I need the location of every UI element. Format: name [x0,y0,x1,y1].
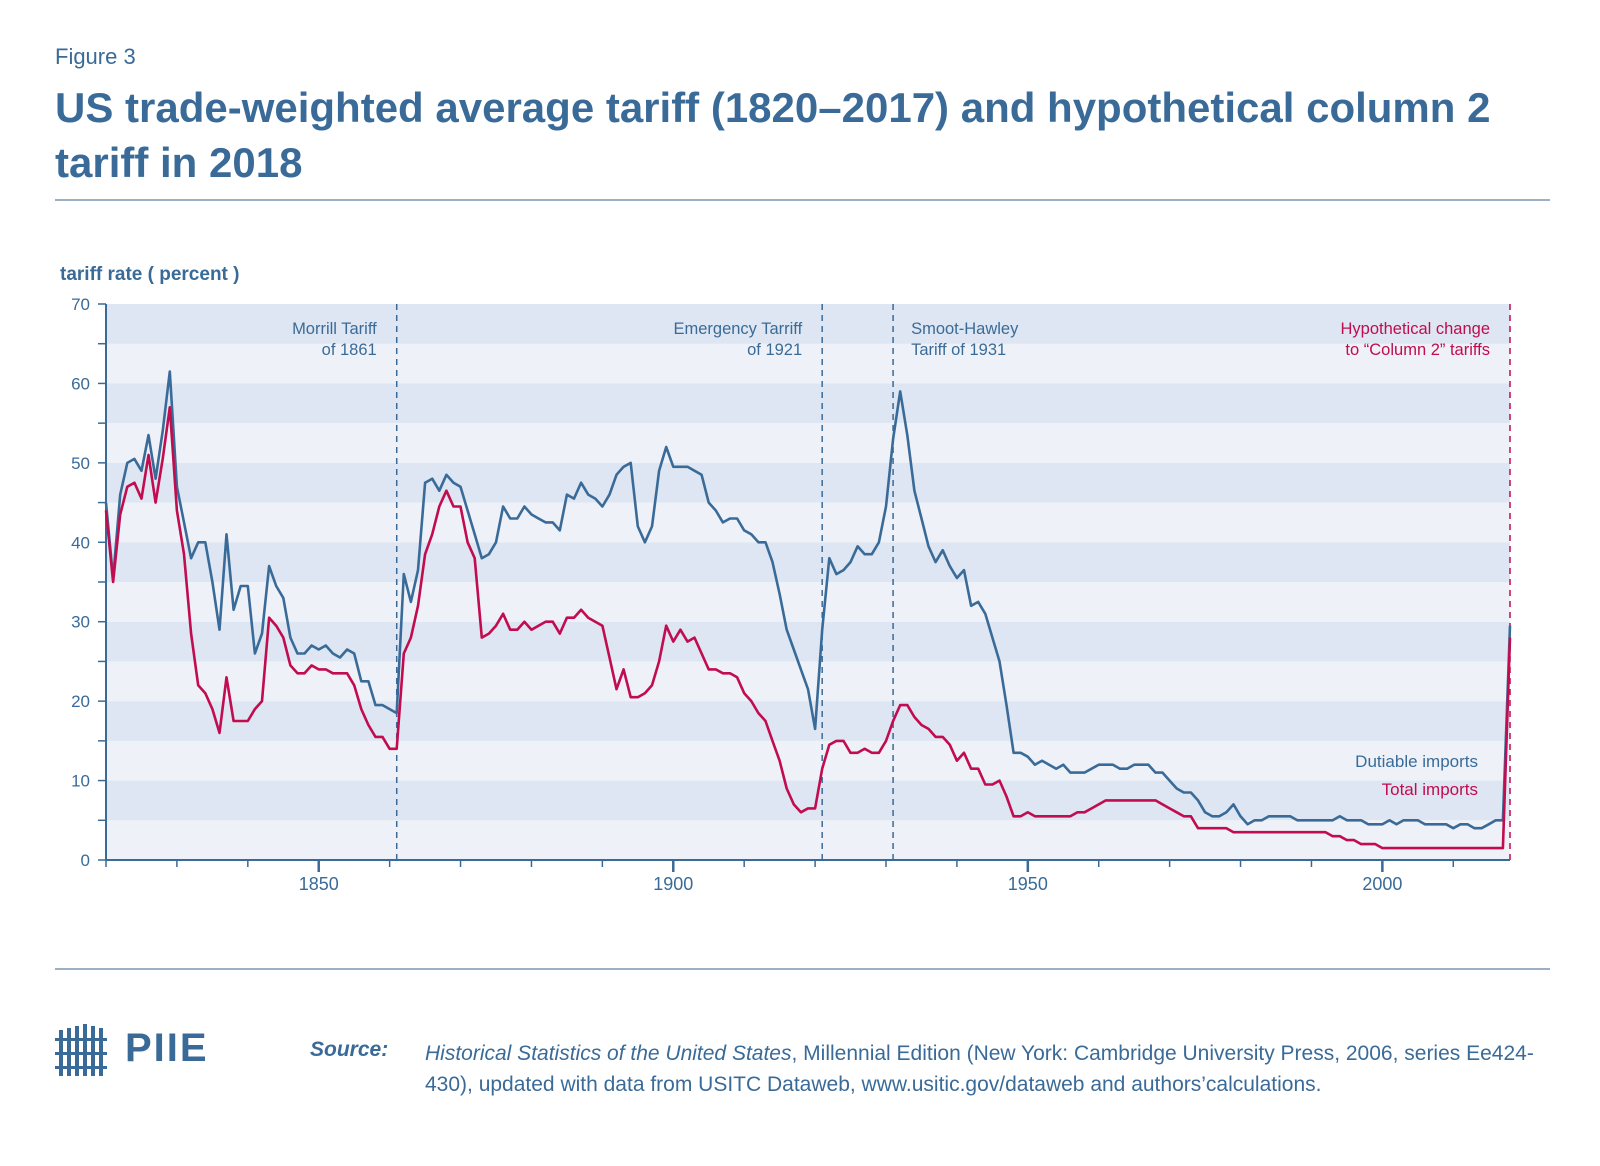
background-bands [106,304,1510,860]
bottom-divider [55,968,1550,970]
grid-band [106,502,1510,543]
y-tick-label: 30 [71,613,90,632]
piie-logo: PIIE [55,1022,225,1082]
building-grid-logo-icon [55,1024,107,1076]
annotation-text: of 1861 [322,341,377,359]
grid-band [106,582,1510,622]
y-tick-label: 40 [71,533,90,552]
top-divider [55,199,1550,201]
grid-band [106,383,1510,424]
y-tick-label: 60 [71,374,90,393]
grid-band [106,462,1510,503]
legend: Dutiable imports Total imports [1355,752,1478,799]
grid-band [106,304,1510,344]
annotation-text: Hypothetical change [1340,320,1490,338]
grid-band [106,542,1510,582]
x-tick-label: 1850 [299,874,339,894]
annotation-text: Morrill Tariff [292,320,377,338]
x-tick-label: 1900 [653,874,693,894]
series-line-dutiable-imports [104,370,1512,830]
logo-text: PIIE [125,1026,209,1070]
series-lines [104,370,1512,850]
x-tick-label: 2000 [1362,874,1402,894]
grid-band [106,621,1510,662]
legend-item: Dutiable imports [1355,752,1478,771]
figure-label: Figure 3 [55,44,136,69]
grid-band [106,701,1510,741]
grid-band [106,423,1510,463]
y-tick-label: 10 [71,772,90,791]
annotation-text: Emergency Tarriff [673,320,802,338]
annotation-text: Smoot-Hawley [911,320,1019,338]
y-axis-label: tariff rate ( percent ) [60,264,240,285]
series-line-total-imports [104,406,1512,850]
source-title: Historical Statistics of the United Stat… [425,1042,792,1065]
grid-band [106,820,1510,860]
annotation-text: to “Column 2” tariffs [1345,341,1490,359]
y-tick-label: 20 [71,692,90,711]
y-tick-label: 50 [71,454,90,473]
grid-band [106,343,1510,384]
grid-band [106,740,1510,781]
annotations: Morrill Tariff of 1861 Emergency Tarriff of… [292,320,1490,359]
axes: 0 10 20 30 40 50 60 70 1850 1900 1950 2000 [71,295,1510,894]
grid-band [106,780,1510,821]
y-tick-label: 70 [71,295,90,314]
x-tick-label: 1950 [1008,874,1048,894]
y-tick-label: 0 [81,851,90,870]
source-details: , Millennial Edition (New York: Cambridg… [425,1042,1534,1096]
tariff-line-chart: 0 10 20 30 40 50 60 70 1850 1900 1950 2000 Morrill … [71,295,1512,894]
source-text: Historical Statistics of the United Stat… [425,1038,1535,1100]
annotation-text: of 1921 [747,341,802,359]
chart-title: US trade-weighted average tariff (1820–2… [55,84,1491,186]
annotation-text: Tariff of 1931 [911,341,1006,359]
source-label: Source: [310,1038,389,1061]
legend-item: Total imports [1382,780,1478,799]
